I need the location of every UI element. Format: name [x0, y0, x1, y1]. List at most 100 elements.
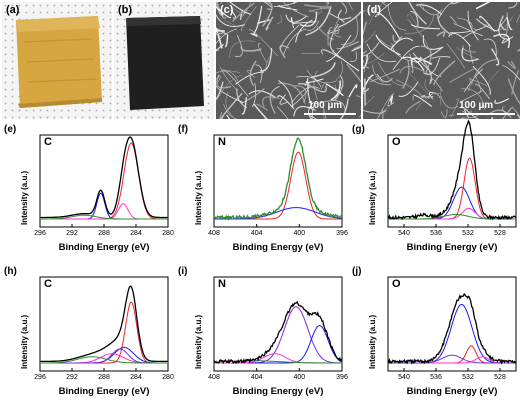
component-line [40, 214, 168, 220]
component-line [388, 213, 516, 220]
fiber [499, 21, 507, 31]
xps-plot [387, 276, 517, 372]
fiber [395, 79, 423, 98]
fiber [241, 88, 265, 104]
envelope-line [213, 300, 343, 365]
fiber [278, 79, 294, 109]
fiber [265, 16, 274, 31]
photo-foam: (a) [2, 2, 112, 119]
tick-label: 408 [208, 230, 220, 237]
fiber [363, 50, 368, 55]
foam-image [2, 2, 112, 119]
fiber [276, 14, 283, 25]
y-axis-label: Intensity (a.u.) [194, 314, 203, 369]
sem-image-c: (c) 100 µm [216, 2, 361, 119]
fiber [216, 2, 227, 19]
fiber [224, 19, 238, 28]
panel-label-b: (b) [118, 4, 133, 16]
fiber [351, 46, 361, 52]
fiber [348, 84, 358, 98]
component-line [40, 356, 168, 364]
component-line [214, 325, 343, 364]
fiber [363, 87, 369, 93]
fiber [377, 11, 401, 40]
fiber [369, 68, 400, 83]
fiber [216, 76, 221, 84]
fiber [298, 83, 309, 86]
tick-label: 396 [336, 374, 348, 381]
fiber [338, 10, 361, 28]
fiber [226, 114, 231, 119]
fiber [219, 66, 238, 92]
fiber [353, 44, 361, 50]
panel-label-d: (d) [367, 4, 382, 16]
fiber [219, 111, 223, 119]
tick-label: 396 [336, 230, 348, 237]
fiber [334, 75, 344, 101]
fiber [221, 69, 241, 74]
fiber [450, 30, 472, 34]
tick-label: 536 [430, 230, 442, 237]
fiber [501, 36, 514, 44]
photo-carbon: (b) [114, 2, 214, 119]
fiber [290, 82, 310, 108]
fiber [230, 9, 237, 19]
fiber [290, 16, 294, 29]
fiber [375, 34, 401, 56]
element-label: N [218, 136, 226, 148]
x-axis-label: Binding Energy (eV) [232, 242, 324, 253]
fiber [468, 78, 488, 87]
fiber [276, 106, 289, 119]
fiber [502, 65, 520, 81]
fiber [416, 96, 429, 111]
component-line [388, 157, 516, 220]
fiber [216, 81, 224, 101]
fiber [363, 54, 368, 70]
component-line [388, 304, 516, 364]
fiber [413, 94, 432, 107]
fiber [299, 11, 318, 27]
panel-label-c: (c) [220, 4, 234, 16]
fiber [253, 5, 263, 35]
fiber [511, 106, 520, 119]
panel-label: (e) [4, 124, 17, 135]
fiber [449, 67, 476, 84]
fiber [316, 26, 334, 41]
fiber [330, 80, 341, 101]
fiber [225, 91, 236, 119]
fiber [498, 15, 510, 40]
fiber [475, 76, 481, 95]
xps-plot [39, 276, 169, 372]
fiber [475, 2, 491, 10]
fiber [402, 60, 410, 89]
fiber [381, 108, 384, 119]
fiber [305, 78, 324, 84]
fiber [326, 34, 352, 63]
fiber [322, 105, 327, 119]
fiber [347, 2, 353, 10]
fiber [262, 2, 273, 27]
fiber [508, 2, 518, 9]
fiber [363, 109, 387, 114]
fiber [285, 14, 308, 23]
fiber [363, 42, 380, 57]
fiber [325, 83, 344, 97]
tick-label: 280 [162, 374, 174, 381]
fiber [304, 4, 332, 8]
fiber [295, 19, 313, 43]
sem-fibers-d [363, 2, 520, 119]
fiber [293, 105, 316, 117]
xps-panel: (e) C Intensity (a.u.) Binding Energy (eV) 2… [2, 124, 174, 262]
fiber [507, 78, 520, 105]
tick-label: 296 [34, 230, 46, 237]
fiber [274, 2, 298, 8]
fiber [356, 95, 361, 98]
fiber [220, 2, 222, 5]
fiber [328, 12, 345, 24]
tick-label: 528 [494, 230, 506, 237]
fiber [229, 2, 252, 15]
xps-panel: (j) O Intensity (a.u.) Binding Energy (eV) 5… [350, 266, 522, 406]
fiber [493, 33, 511, 49]
y-axis-label: Intensity (a.u.) [194, 170, 203, 225]
panel-label: (f) [178, 124, 188, 135]
